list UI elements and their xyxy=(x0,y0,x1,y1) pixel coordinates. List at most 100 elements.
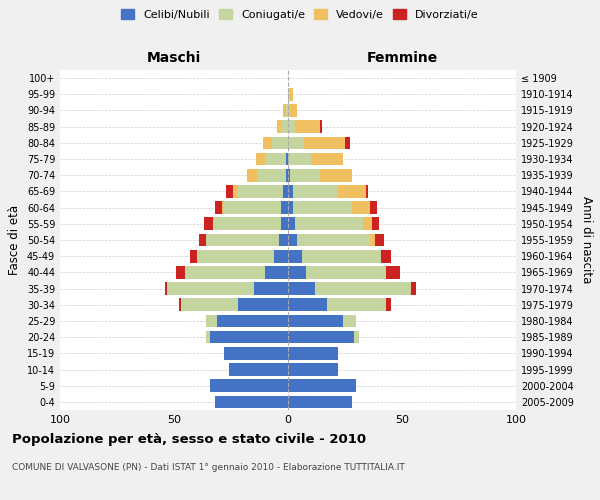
Bar xyxy=(373,218,379,230)
Bar xyxy=(288,298,327,311)
Bar xyxy=(288,234,297,246)
Bar xyxy=(338,185,365,198)
Bar xyxy=(256,152,265,166)
Text: Maschi: Maschi xyxy=(147,51,201,65)
Bar xyxy=(374,234,384,246)
Text: Popolazione per età, sesso e stato civile - 2010: Popolazione per età, sesso e stato civil… xyxy=(12,432,366,446)
Bar xyxy=(165,282,167,295)
Bar xyxy=(206,234,279,246)
Bar xyxy=(190,250,197,262)
Bar xyxy=(222,202,224,214)
Bar xyxy=(288,250,302,262)
Text: Femmine: Femmine xyxy=(367,51,437,65)
Bar xyxy=(233,185,238,198)
Bar xyxy=(286,152,288,166)
Bar xyxy=(288,120,295,133)
Bar xyxy=(203,218,213,230)
Bar xyxy=(286,169,288,181)
Bar xyxy=(272,136,288,149)
Bar xyxy=(238,185,283,198)
Bar xyxy=(167,282,254,295)
Bar xyxy=(265,152,286,166)
Y-axis label: Anni di nascita: Anni di nascita xyxy=(580,196,593,284)
Bar xyxy=(206,331,211,344)
Bar xyxy=(288,88,290,101)
Bar xyxy=(311,152,343,166)
Bar xyxy=(185,266,265,278)
Bar xyxy=(290,169,320,181)
Bar xyxy=(352,202,370,214)
Bar xyxy=(288,218,295,230)
Bar xyxy=(224,347,288,360)
Bar xyxy=(197,250,274,262)
Bar xyxy=(288,282,316,295)
Bar xyxy=(304,136,345,149)
Bar xyxy=(211,380,288,392)
Bar xyxy=(327,298,386,311)
Bar xyxy=(206,314,217,328)
Bar xyxy=(288,363,338,376)
Bar xyxy=(238,298,288,311)
Bar xyxy=(320,169,352,181)
Bar xyxy=(411,282,416,295)
Bar xyxy=(293,202,352,214)
Bar xyxy=(345,136,350,149)
Bar xyxy=(370,202,377,214)
Bar xyxy=(254,282,288,295)
Legend: Celibi/Nubili, Coniugati/e, Vedovi/e, Divorziati/e: Celibi/Nubili, Coniugati/e, Vedovi/e, Di… xyxy=(118,6,482,23)
Bar xyxy=(288,347,338,360)
Bar xyxy=(288,136,304,149)
Bar xyxy=(274,250,288,262)
Bar xyxy=(295,218,363,230)
Bar xyxy=(199,234,206,246)
Bar xyxy=(179,298,181,311)
Bar xyxy=(281,218,288,230)
Bar xyxy=(316,282,411,295)
Bar xyxy=(288,314,343,328)
Bar xyxy=(370,234,374,246)
Bar xyxy=(386,266,400,278)
Bar xyxy=(288,331,354,344)
Bar xyxy=(217,314,288,328)
Bar xyxy=(211,331,288,344)
Bar xyxy=(343,314,356,328)
Bar xyxy=(288,185,293,198)
Bar xyxy=(283,104,286,117)
Bar xyxy=(290,104,297,117)
Bar xyxy=(288,152,311,166)
Bar xyxy=(181,298,238,311)
Bar xyxy=(288,202,293,214)
Bar xyxy=(265,266,288,278)
Bar xyxy=(382,250,391,262)
Bar xyxy=(302,250,382,262)
Bar xyxy=(288,266,306,278)
Bar xyxy=(288,396,352,408)
Bar xyxy=(288,380,356,392)
Bar xyxy=(295,120,320,133)
Bar xyxy=(320,120,322,133)
Bar xyxy=(259,169,286,181)
Bar xyxy=(279,234,288,246)
Bar xyxy=(288,104,290,117)
Bar xyxy=(281,202,288,214)
Bar xyxy=(215,202,222,214)
Bar xyxy=(247,169,259,181)
Text: COMUNE DI VALVASONE (PN) - Dati ISTAT 1° gennaio 2010 - Elaborazione TUTTITALIA.: COMUNE DI VALVASONE (PN) - Dati ISTAT 1°… xyxy=(12,462,405,471)
Bar xyxy=(224,202,281,214)
Bar xyxy=(283,185,288,198)
Bar xyxy=(215,396,288,408)
Bar xyxy=(176,266,185,278)
Bar xyxy=(363,218,373,230)
Bar xyxy=(229,363,288,376)
Bar xyxy=(288,169,290,181)
Bar xyxy=(281,120,288,133)
Bar xyxy=(226,185,233,198)
Bar xyxy=(263,136,272,149)
Bar xyxy=(306,266,386,278)
Bar xyxy=(365,185,368,198)
Bar xyxy=(290,88,293,101)
Bar xyxy=(286,104,288,117)
Bar xyxy=(277,120,281,133)
Bar xyxy=(293,185,338,198)
Bar xyxy=(213,218,281,230)
